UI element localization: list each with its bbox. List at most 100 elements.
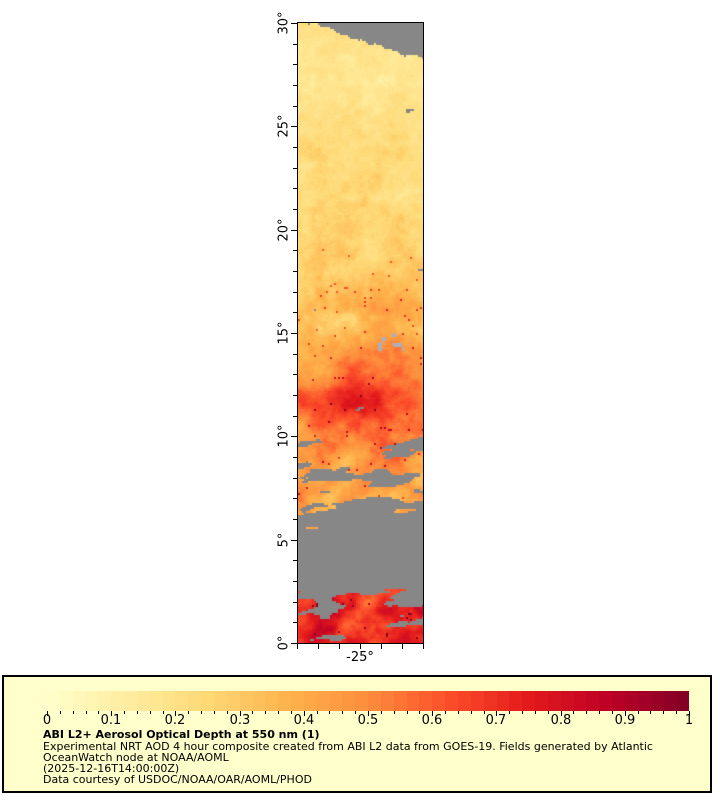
colorbar-minor-tick <box>188 711 189 714</box>
colorbar-segment <box>201 691 214 711</box>
lon-tick-label: -25° <box>346 650 374 665</box>
lat-tick <box>291 126 297 127</box>
lat-tick <box>293 602 297 603</box>
colorbar-segment <box>586 691 600 711</box>
colorbar-segment <box>599 691 613 711</box>
colorbar-minor-tick <box>445 711 446 714</box>
colorbar-segment <box>278 691 292 711</box>
colorbar-segment <box>98 691 112 711</box>
colorbar-segment <box>522 691 536 711</box>
lat-tick <box>291 23 297 24</box>
colorbar-minor-tick <box>98 711 99 714</box>
colorbar-tick-label: 0.4 <box>293 713 315 728</box>
colorbar-segment <box>303 691 317 711</box>
colorbar-minor-tick <box>137 711 138 714</box>
colorbar-segment <box>470 691 484 711</box>
colorbar-minor-tick <box>291 711 292 714</box>
colorbar-minor-tick <box>201 711 202 714</box>
lat-tick <box>293 292 297 293</box>
colorbar-segment <box>380 691 394 711</box>
lat-tick <box>291 436 297 437</box>
colorbar-major-tick <box>175 711 176 716</box>
colorbar-major-tick <box>368 711 369 716</box>
lat-tick <box>293 147 297 148</box>
colorbar-segment <box>188 691 202 711</box>
colorbar-segment <box>560 691 574 711</box>
lon-tick <box>402 644 403 649</box>
colorbar-segment <box>124 691 137 711</box>
colorbar-minor-tick <box>73 711 74 714</box>
lon-tick <box>297 644 298 649</box>
colorbar-major-tick <box>304 711 305 716</box>
colorbar-tick-label: 0.1 <box>100 713 122 728</box>
lat-tick <box>293 519 297 520</box>
colorbar-minor-tick <box>163 711 164 714</box>
lat-tick-label: 30° <box>276 11 292 35</box>
lat-tick <box>293 354 297 355</box>
lat-tick <box>293 395 297 396</box>
colorbar-segment <box>368 691 381 711</box>
legend-title: ABI L2+ Aerosol Optical Depth at 550 nm … <box>43 728 320 741</box>
lat-tick <box>293 168 297 169</box>
lat-tick <box>293 498 297 499</box>
colorbar-minor-tick <box>612 711 613 714</box>
colorbar-segment <box>509 691 523 711</box>
lat-tick-label: 25° <box>276 114 292 138</box>
colorbar-tick-label: 0.8 <box>550 713 572 728</box>
legend-timestamp: (2025-12-16T14:00:00Z) <box>43 762 180 775</box>
colorbar-minor-tick <box>522 711 523 714</box>
colorbar-minor-tick <box>252 711 253 714</box>
colorbar-minor-tick <box>265 711 266 714</box>
colorbar-segment <box>676 691 690 711</box>
colorbar-segment <box>432 691 446 711</box>
lat-tick <box>291 333 297 334</box>
colorbar-segment <box>111 691 125 711</box>
colorbar-segment <box>650 691 664 711</box>
colorbar-minor-tick <box>573 711 574 714</box>
colorbar-minor-tick <box>329 711 330 714</box>
colorbar-minor-tick <box>278 711 279 714</box>
lat-tick <box>293 188 297 189</box>
lat-tick-label: 15° <box>276 321 292 345</box>
colorbar-segment <box>226 691 240 711</box>
lat-tick <box>293 44 297 45</box>
colorbar-segment <box>419 691 433 711</box>
colorbar-tick-label: 0.7 <box>485 713 507 728</box>
colorbar-tick-label: 1 <box>684 713 694 728</box>
colorbar-minor-tick <box>124 711 125 714</box>
lat-tick-label: 5° <box>276 532 292 548</box>
colorbar-segment <box>175 691 189 711</box>
legend-desc-line-2: OceanWatch node at NOAA/AOML <box>43 751 229 764</box>
colorbar-segment <box>149 691 163 711</box>
colorbar-segment <box>342 691 356 711</box>
colorbar-segment <box>59 691 73 711</box>
colorbar-major-tick <box>47 711 48 716</box>
lat-tick-label: 0° <box>276 635 292 651</box>
colorbar-minor-tick <box>458 711 459 714</box>
colorbar-minor-tick <box>407 711 408 714</box>
colorbar-minor-tick <box>599 711 600 714</box>
lat-tick <box>293 271 297 272</box>
colorbar-segment <box>573 691 587 711</box>
colorbar-tick-label: 0.6 <box>421 713 443 728</box>
colorbar-segment <box>47 691 60 711</box>
lat-tick <box>293 478 297 479</box>
colorbar-segment <box>458 691 471 711</box>
colorbar-minor-tick <box>484 711 485 714</box>
lat-tick <box>293 457 297 458</box>
colorbar-minor-tick <box>586 711 587 714</box>
lat-tick <box>293 581 297 582</box>
lon-tick <box>339 644 340 649</box>
lon-tick <box>318 644 319 649</box>
colorbar-segment <box>612 691 625 711</box>
lat-tick-label: 10° <box>276 424 292 448</box>
colorbar-minor-tick <box>86 711 87 714</box>
lat-tick <box>293 106 297 107</box>
colorbar-segment <box>624 691 638 711</box>
lat-tick <box>293 85 297 86</box>
colorbar-minor-tick <box>535 711 536 714</box>
colorbar-minor-tick <box>214 711 215 714</box>
colorbar-minor-tick <box>676 711 677 714</box>
colorbar-minor-tick <box>663 711 664 714</box>
